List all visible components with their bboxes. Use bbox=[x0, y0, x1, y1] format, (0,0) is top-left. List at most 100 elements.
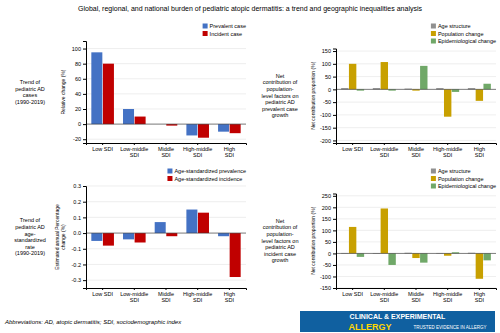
bar bbox=[218, 233, 229, 236]
panel-title: Trend ofpediatric ADcases(1990-2019) bbox=[15, 79, 45, 105]
panel-title-line: level factors on bbox=[262, 93, 299, 99]
legend-label: Incident case bbox=[210, 31, 242, 37]
tick-mark bbox=[83, 124, 86, 125]
x-axis: Low SDILow-middleSDIMiddleSDIHigh-middle… bbox=[337, 288, 497, 303]
tick-mark bbox=[333, 64, 336, 65]
tick-mark bbox=[134, 143, 135, 145]
axis-line bbox=[87, 144, 247, 146]
legend-swatch bbox=[203, 31, 208, 36]
tick-label: HighSDI bbox=[224, 146, 235, 158]
grid-line bbox=[336, 51, 496, 52]
axis-line bbox=[337, 289, 497, 291]
tick-mark bbox=[352, 143, 353, 145]
tick-label-line: SDI bbox=[193, 297, 203, 303]
bar bbox=[381, 62, 388, 89]
figure: Global, regional, and national burden of… bbox=[0, 0, 500, 333]
tick-label: MiddleSDI bbox=[408, 291, 424, 303]
legend: Age structurePopulation changeEpidemiolo… bbox=[431, 23, 496, 44]
tick-label: Low-middleSDI bbox=[120, 146, 148, 158]
bar bbox=[444, 253, 451, 255]
tick-label: 0.0 bbox=[73, 230, 81, 236]
tick-label: HighSDI bbox=[474, 291, 485, 303]
bar bbox=[412, 253, 419, 258]
bar bbox=[186, 210, 197, 234]
bar bbox=[198, 124, 209, 138]
chart: -150-100-50050100150200250Low SDILow-mid… bbox=[262, 168, 497, 303]
legend-label: Age-standardized incidence bbox=[174, 176, 242, 182]
tick-mark bbox=[384, 143, 385, 145]
page-title: Global, regional, and national burden of… bbox=[78, 5, 422, 13]
y-axis-title: Estimated annual Percentagechange (%) bbox=[54, 204, 66, 270]
tick: High-middleSDI bbox=[183, 288, 212, 303]
bar bbox=[218, 124, 229, 132]
tick-mark bbox=[83, 49, 86, 50]
tick-mark bbox=[447, 143, 448, 145]
y-axis: -20020406080100 bbox=[72, 42, 87, 144]
tick: MiddleSDI bbox=[158, 143, 174, 158]
legend-label: Prevalent case bbox=[210, 23, 246, 29]
grid-line bbox=[336, 114, 496, 115]
bar bbox=[349, 227, 356, 254]
bar bbox=[103, 233, 114, 246]
panel-title-line: rate bbox=[25, 244, 34, 250]
tick: 250 bbox=[322, 193, 336, 199]
legend: Prevalent case Incident case bbox=[203, 23, 246, 37]
bar bbox=[166, 233, 177, 236]
tick-mark bbox=[83, 109, 86, 110]
y-axis-title: Net contribution proportion (%) bbox=[310, 206, 316, 274]
zero-line bbox=[86, 124, 246, 125]
legend: Age-standardized prevalence Age-standardi… bbox=[167, 168, 246, 182]
tick-mark bbox=[333, 196, 336, 197]
tick-label: 50 bbox=[325, 239, 331, 245]
tick-mark bbox=[83, 264, 86, 265]
grid-line bbox=[86, 48, 246, 49]
tick: 0.0 bbox=[73, 230, 86, 236]
tick-label-line: SDI bbox=[193, 152, 203, 158]
tick-mark bbox=[83, 79, 86, 80]
tick-label: High-middleSDI bbox=[433, 146, 462, 158]
bar bbox=[135, 117, 146, 125]
tick-mark bbox=[83, 233, 86, 234]
bar bbox=[123, 233, 134, 239]
logo-text: CLINICAL & EXPERIMENTAL bbox=[350, 313, 447, 320]
legend-swatch bbox=[167, 169, 172, 174]
bar bbox=[476, 253, 483, 278]
grid-line bbox=[336, 264, 496, 265]
tick: -100 bbox=[320, 274, 336, 280]
bars bbox=[336, 62, 496, 117]
tick: -100 bbox=[320, 112, 336, 118]
tick: 0.1 bbox=[73, 215, 86, 221]
bar bbox=[230, 124, 241, 133]
grid-line bbox=[86, 217, 246, 218]
legend-label: Epidemiological change bbox=[438, 38, 496, 44]
tick-mark bbox=[479, 143, 480, 145]
grid bbox=[336, 196, 496, 288]
tick-label: MiddleSDI bbox=[408, 146, 424, 158]
tick: Low SDI bbox=[342, 143, 363, 152]
tick-mark bbox=[416, 143, 417, 145]
panel-title-line: pediatric AD bbox=[265, 99, 295, 105]
tick-mark bbox=[333, 253, 336, 254]
tick: Low-middleSDI bbox=[370, 143, 398, 158]
tick: -50 bbox=[323, 99, 336, 105]
legend-label: Age-standardized prevalence bbox=[174, 168, 246, 174]
legend-swatch bbox=[431, 31, 436, 36]
legend-label: Age structure bbox=[438, 168, 471, 174]
tick-mark bbox=[333, 102, 336, 103]
tick-label: 0.2 bbox=[73, 199, 81, 205]
panel-title-line: growth bbox=[272, 112, 289, 118]
tick-label-line: SDI bbox=[161, 152, 171, 158]
chart: -20020406080100Low SDILow-middleSDIMiddl… bbox=[15, 23, 246, 158]
tick-label-line: SDI bbox=[475, 152, 485, 158]
tick-label-line: SDI bbox=[411, 152, 421, 158]
tick-label: 50 bbox=[325, 74, 331, 80]
panel-title: Netcontribution ofpopulation-level facto… bbox=[262, 218, 299, 264]
panel-title-line: Trend of bbox=[20, 79, 41, 85]
tick-label: HighSDI bbox=[474, 146, 485, 158]
y-axis: -150-100-50050100150200250 bbox=[320, 193, 337, 291]
bars bbox=[86, 52, 246, 137]
bar bbox=[103, 64, 114, 124]
tick-label: MiddleSDI bbox=[158, 291, 174, 303]
tick-label-line: SDI bbox=[380, 152, 390, 158]
tick-mark bbox=[333, 265, 336, 266]
